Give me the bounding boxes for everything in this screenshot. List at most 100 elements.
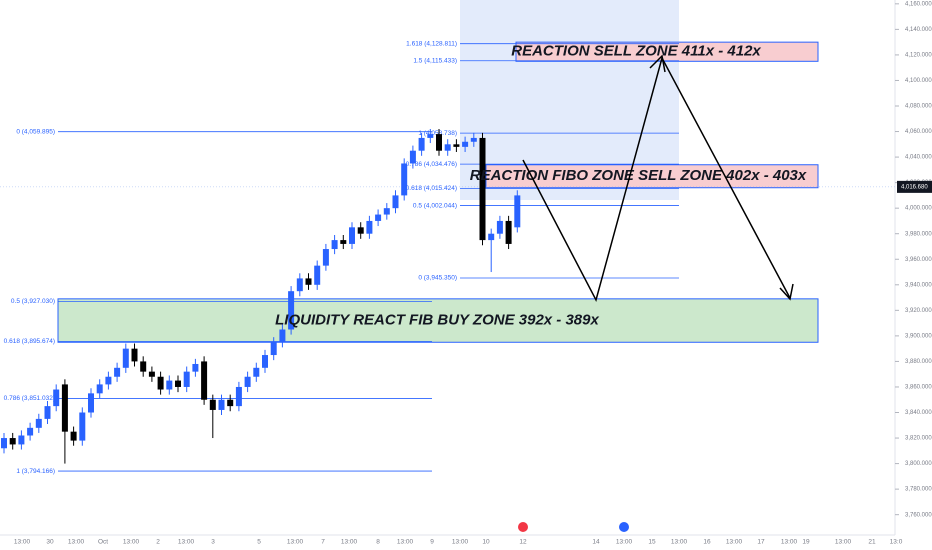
x-tick-label: 13:00 (341, 539, 358, 546)
fib-label: 1 (4,058.738) (418, 130, 457, 137)
candle-body (488, 233, 495, 241)
y-tick-label: 4,160.000 (905, 1, 932, 7)
event-icon[interactable] (518, 522, 528, 532)
candle-body (375, 214, 382, 221)
last-price-label: 4,016.680 (901, 184, 928, 190)
y-tick-label: 4,140.000 (905, 27, 932, 33)
candle-body (262, 355, 268, 368)
fib-label: 0.618 (3,895.674) (4, 338, 55, 345)
zone (485, 164, 819, 189)
candle-body (514, 195, 521, 228)
x-tick-label: 9 (430, 539, 434, 546)
candle-body (331, 240, 338, 250)
x-tick-label: 13:00 (68, 539, 85, 546)
candle-body (392, 195, 399, 209)
candle-body (244, 376, 251, 387)
fib-label: 0 (3,945.350) (418, 275, 457, 282)
x-tick-label: 21 (868, 539, 876, 546)
candle-body (148, 371, 155, 377)
x-tick-label: 13:00 (835, 539, 852, 546)
candle-body (340, 240, 347, 244)
fib-label: 0.618 (4,015.424) (406, 185, 457, 192)
candle-body (227, 399, 234, 407)
candle-body (314, 265, 321, 285)
candle-body (53, 389, 60, 407)
candle-body (175, 380, 181, 387)
x-tick-label: 30 (46, 539, 54, 546)
candle-body (253, 367, 260, 377)
candle-body (462, 141, 469, 147)
candle-body (1, 438, 7, 449)
zone-label: LIQUIDITY REACT FIB BUY ZONE 392x - 389x (275, 312, 599, 329)
y-tick-label: 3,860.000 (905, 385, 932, 391)
candle-body (349, 227, 355, 244)
candle-body (288, 291, 295, 330)
candle-body (496, 220, 503, 234)
candle-body (122, 348, 129, 368)
candle-body (366, 220, 373, 234)
fib-label: 0 (4,059.895) (16, 128, 55, 135)
candle-body (436, 134, 442, 151)
flag-icon[interactable] (619, 522, 629, 532)
candle-body (157, 376, 164, 390)
x-tick-label: Oct (98, 539, 108, 546)
candle-body (96, 384, 103, 394)
x-tick-label: 7 (321, 539, 325, 546)
y-tick-label: 3,840.000 (905, 410, 932, 416)
arrow-head (649, 54, 666, 73)
y-tick-label: 4,040.000 (905, 155, 932, 161)
zone-label: REACTION FIBO ZONE SELL ZONE 402x - 403x (470, 167, 807, 184)
x-tick-label: 13:00 (123, 539, 140, 546)
candle-body (470, 137, 477, 142)
fib-label: 0.5 (4,002.044) (413, 202, 457, 209)
candle-body (357, 227, 364, 234)
x-tick-label: 13:00 (397, 539, 414, 546)
candle-body (444, 144, 451, 151)
candle-body (9, 438, 16, 445)
y-tick-label: 4,100.000 (905, 78, 932, 84)
projection-arrows (522, 54, 794, 303)
x-tick-label: 13:00 (178, 539, 195, 546)
zone-label: REACTION SELL ZONE 411x - 412x (511, 43, 761, 60)
y-tick-label: 3,940.000 (905, 282, 932, 288)
zone (57, 298, 819, 343)
candle-body (114, 367, 121, 377)
y-tick-label: 3,780.000 (905, 487, 932, 493)
fib-label: 0.786 (3,851.032) (4, 395, 55, 402)
candle-body (18, 435, 25, 445)
y-tick-label: 3,820.000 (905, 436, 932, 442)
candle-body (322, 249, 329, 266)
candle-body (88, 393, 94, 413)
candle-body (427, 134, 434, 138)
x-tick-label: 15 (648, 539, 656, 546)
x-tick-label: 2 (156, 539, 160, 546)
fib-label: 1 (3,794.166) (16, 468, 55, 475)
fib-label: 0.5 (3,927.030) (11, 298, 55, 305)
candle-body (279, 329, 286, 343)
y-tick-label: 3,800.000 (905, 461, 932, 467)
y-tick-label: 3,920.000 (905, 308, 932, 314)
y-tick-label: 4,120.000 (905, 52, 932, 58)
candle-body (27, 427, 34, 436)
x-tick-label: 12 (519, 539, 527, 546)
x-tick-label: 13:00 (287, 539, 304, 546)
x-tick-label: 13:00 (671, 539, 688, 546)
candle-body (305, 278, 312, 285)
y-tick-label: 3,960.000 (905, 257, 932, 263)
candle-body (505, 220, 512, 244)
candle-body (166, 380, 173, 390)
candle-body (235, 386, 242, 407)
candle-body (270, 342, 277, 356)
x-tick-label: 8 (376, 539, 380, 546)
x-tick-label: 17 (757, 539, 765, 546)
arrow-head (779, 283, 794, 301)
candle-body (418, 137, 425, 151)
candle-body (296, 278, 303, 292)
x-tick-label: 13:00 (452, 539, 469, 546)
x-tick-label: 13:00 (781, 539, 798, 546)
candle-body (201, 361, 208, 400)
candle-body (183, 371, 190, 387)
candle-body (409, 150, 416, 164)
candle-body (61, 384, 68, 432)
x-tick-label: 13:0 (890, 539, 903, 546)
